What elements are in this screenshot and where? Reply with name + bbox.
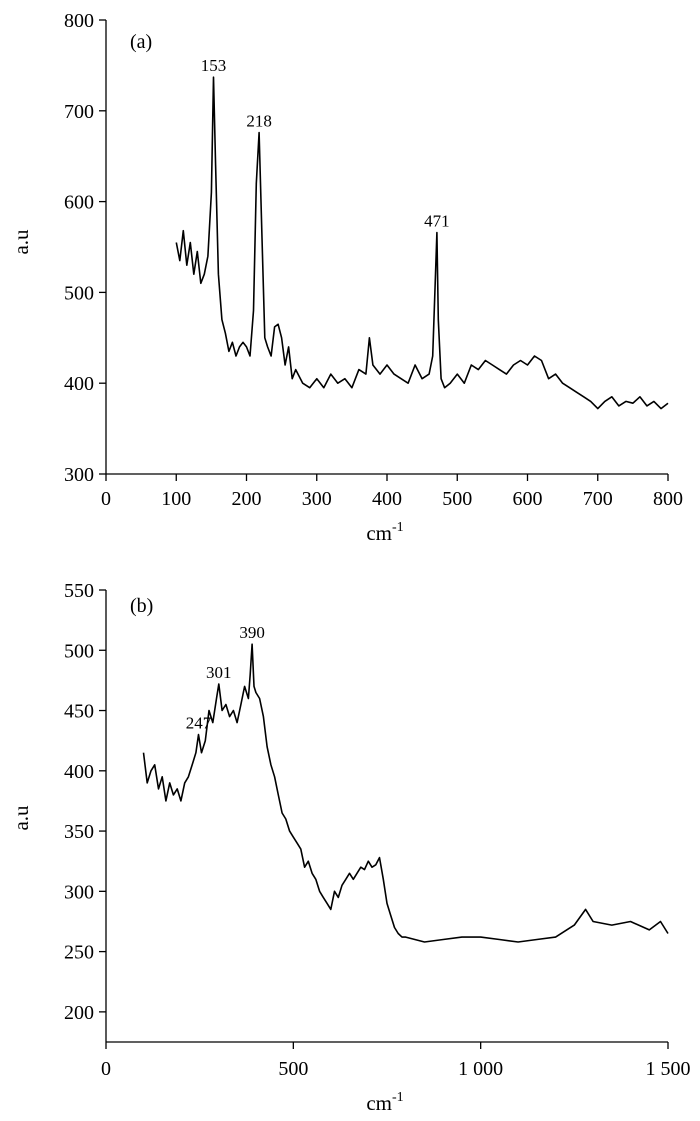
- peak-label: 301: [206, 663, 232, 682]
- chart-panel-a: 300 400 500 600 700 800 0 100 200 300 400 500 600 700…: [9, 10, 683, 545]
- y-tick-label: 250: [64, 942, 94, 964]
- peak-label: 390: [239, 623, 265, 642]
- y-tick-label: 200: [64, 1002, 94, 1024]
- x-axis-label-exponent: -1: [392, 1090, 404, 1105]
- panel-label: (a): [130, 31, 152, 53]
- x-tick-label: 400: [372, 488, 402, 510]
- chart-panel-b: 200 250 300 350 400 450 500 550 0 500 1 000 1 500 cm…: [9, 580, 691, 1115]
- y-tick-label: 700: [64, 101, 94, 123]
- x-tick-label: 500: [442, 488, 472, 510]
- peak-label: 218: [246, 112, 272, 131]
- x-tick-label: 1 500: [646, 1058, 691, 1080]
- peak-label: 471: [424, 211, 450, 230]
- y-tick-label: 450: [64, 701, 94, 723]
- peak-label: 153: [201, 56, 227, 75]
- spectrum-line: [142, 643, 669, 943]
- y-tick-label: 350: [64, 821, 94, 843]
- spectrum-line: [175, 76, 669, 410]
- y-axis-label: a.u: [9, 229, 33, 255]
- x-tick-label: 200: [232, 488, 262, 510]
- y-tick-label: 300: [64, 464, 94, 486]
- x-axis-label-unit: cm: [366, 1091, 392, 1115]
- x-axis-label: cm-1: [366, 520, 403, 545]
- y-tick-label: 550: [64, 580, 94, 602]
- peak-label: 247: [186, 714, 212, 733]
- x-tick-label: 500: [278, 1058, 308, 1080]
- x-tick-label: 0: [101, 488, 111, 510]
- x-tick-label: 600: [513, 488, 543, 510]
- x-tick-label: 0: [101, 1058, 111, 1080]
- x-axis-label-unit: cm: [366, 521, 392, 545]
- panel-label: (b): [130, 595, 153, 617]
- x-tick-label: 100: [161, 488, 191, 510]
- x-tick-label: 800: [653, 488, 683, 510]
- x-axis-label: cm-1: [366, 1090, 403, 1115]
- y-tick-label: 500: [64, 640, 94, 662]
- y-tick-label: 800: [64, 10, 94, 32]
- x-tick-label: 1 000: [458, 1058, 503, 1080]
- y-tick-label: 300: [64, 881, 94, 903]
- y-tick-label: 600: [64, 192, 94, 214]
- x-tick-label: 700: [583, 488, 613, 510]
- y-axis-label: a.u: [9, 805, 33, 831]
- x-axis-label-exponent: -1: [392, 520, 404, 535]
- y-tick-label: 500: [64, 282, 94, 304]
- y-tick-label: 400: [64, 761, 94, 783]
- x-tick-label: 300: [302, 488, 332, 510]
- y-tick-label: 400: [64, 373, 94, 395]
